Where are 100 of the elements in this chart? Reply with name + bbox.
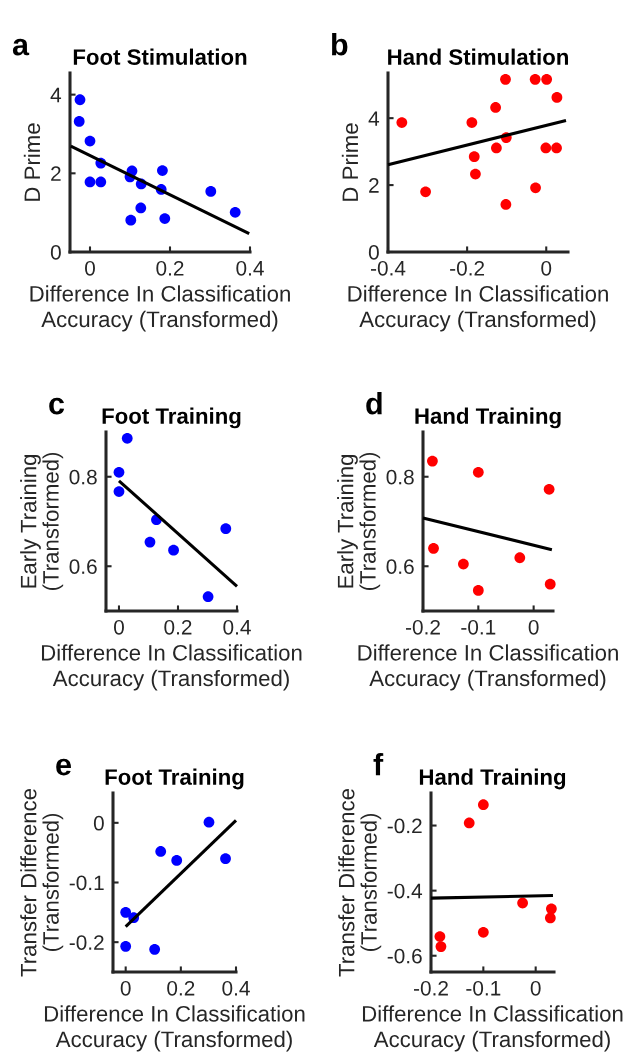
point (514, 552, 526, 564)
x-tick-label: 0.2 (167, 980, 195, 996)
x-tick-label: -0.1 (466, 980, 501, 996)
point (202, 591, 214, 603)
y-tick-label: 0.8 (69, 469, 97, 485)
point (544, 912, 556, 924)
point (543, 483, 555, 495)
point (149, 943, 161, 955)
x-axis-title: Difference In Classification Accuracy (Transformed) (348, 285, 608, 332)
x-axis-title: Difference In Classification Accuracy (Transformed) (41, 644, 302, 691)
point (155, 846, 167, 857)
point (470, 168, 481, 180)
x-axis-title: Difference In Classification Accuracy (Transformed) (358, 644, 618, 691)
point (203, 816, 215, 828)
point (490, 102, 501, 113)
y-tick-label: -0.1 (69, 875, 104, 891)
point (500, 199, 512, 210)
point (144, 536, 156, 548)
point (113, 466, 125, 478)
text: c (49, 397, 65, 415)
y-axis-title: Transfer Difference (Transformed) (20, 789, 64, 977)
y-tick-label: 0 (93, 815, 104, 831)
point (120, 906, 132, 918)
point (73, 116, 85, 127)
point (121, 432, 133, 444)
point (229, 206, 241, 218)
text: f (373, 753, 384, 776)
point (458, 558, 469, 570)
point (125, 214, 137, 226)
chart-title: Hand Training (419, 768, 566, 790)
x-axis-title: Difference In Classification Accuracy (Transformed) (30, 285, 290, 332)
y-axis-title: D Prime (23, 123, 41, 201)
chart-title: Hand Training (415, 407, 561, 429)
point (220, 523, 232, 535)
point (472, 466, 484, 478)
y-axis-title: D Prime (341, 123, 359, 201)
point (463, 817, 475, 829)
x-axis-title: Difference In Classification Accuracy (Transformed) (362, 1005, 623, 1052)
x-tick-label: -0.1 (461, 619, 496, 635)
y-axis-title: Early Training (Transformed) (337, 452, 381, 591)
point (113, 486, 125, 497)
y-tick-label: 0.8 (386, 469, 414, 485)
point (220, 853, 231, 865)
y-tick-label: -0.2 (387, 818, 422, 834)
y-tick-label: -0.2 (69, 935, 104, 950)
point (544, 578, 556, 590)
x-tick-label: 0 (528, 619, 539, 635)
point (84, 176, 96, 188)
x-tick-label: -0.2 (405, 619, 440, 635)
point (468, 151, 480, 163)
x-tick-label: 0.2 (156, 260, 184, 276)
point (84, 135, 96, 147)
text: e (56, 758, 71, 776)
point (427, 455, 438, 467)
chart-title: Foot Training (102, 407, 241, 429)
point (135, 202, 147, 214)
x-tick-label: 0 (530, 980, 541, 996)
text: d (366, 392, 382, 415)
point (491, 142, 502, 154)
y-tick-label: 2 (51, 166, 61, 181)
x-tick-label: 0 (120, 980, 131, 996)
y-axis-title: Transfer Difference (Transformed) (338, 789, 382, 977)
chart-title: Foot Stimulation (73, 48, 247, 65)
text: a (12, 38, 30, 56)
y-tick-label: -0.4 (387, 883, 423, 899)
text: b (332, 33, 348, 56)
point (95, 176, 107, 188)
point (434, 931, 446, 942)
point (517, 897, 528, 909)
x-axis-title: Difference In Classification Accuracy (Transformed) (44, 1005, 305, 1052)
point (168, 544, 179, 556)
point (530, 182, 541, 194)
x-tick-label: -0.2 (413, 980, 448, 996)
point (477, 799, 489, 811)
point (74, 94, 86, 106)
point (551, 142, 562, 154)
chart-title: Hand Stimulation (388, 48, 568, 65)
point (477, 926, 489, 938)
x-tick-label: 0 (114, 619, 124, 635)
point (546, 903, 557, 915)
y-tick-label: 4 (368, 111, 380, 126)
point (500, 73, 511, 85)
x-tick-label: 0 (541, 260, 552, 276)
y-tick-label: 0.6 (69, 559, 97, 574)
point (428, 542, 439, 554)
y-tick-label: 2 (369, 178, 379, 193)
chart-title: Foot Training (105, 768, 244, 790)
point (540, 142, 552, 154)
point (472, 585, 484, 596)
y-tick-label: 4 (50, 87, 62, 103)
y-tick-label: 0.6 (386, 559, 414, 574)
x-tick-label: 0.4 (236, 260, 264, 276)
point (120, 940, 132, 952)
point (435, 941, 447, 952)
point (171, 855, 183, 866)
point (159, 213, 171, 224)
point (529, 73, 541, 85)
y-tick-label: -0.6 (387, 948, 422, 964)
y-tick-label: 0 (368, 245, 379, 260)
x-tick-label: -0.2 (450, 260, 485, 276)
